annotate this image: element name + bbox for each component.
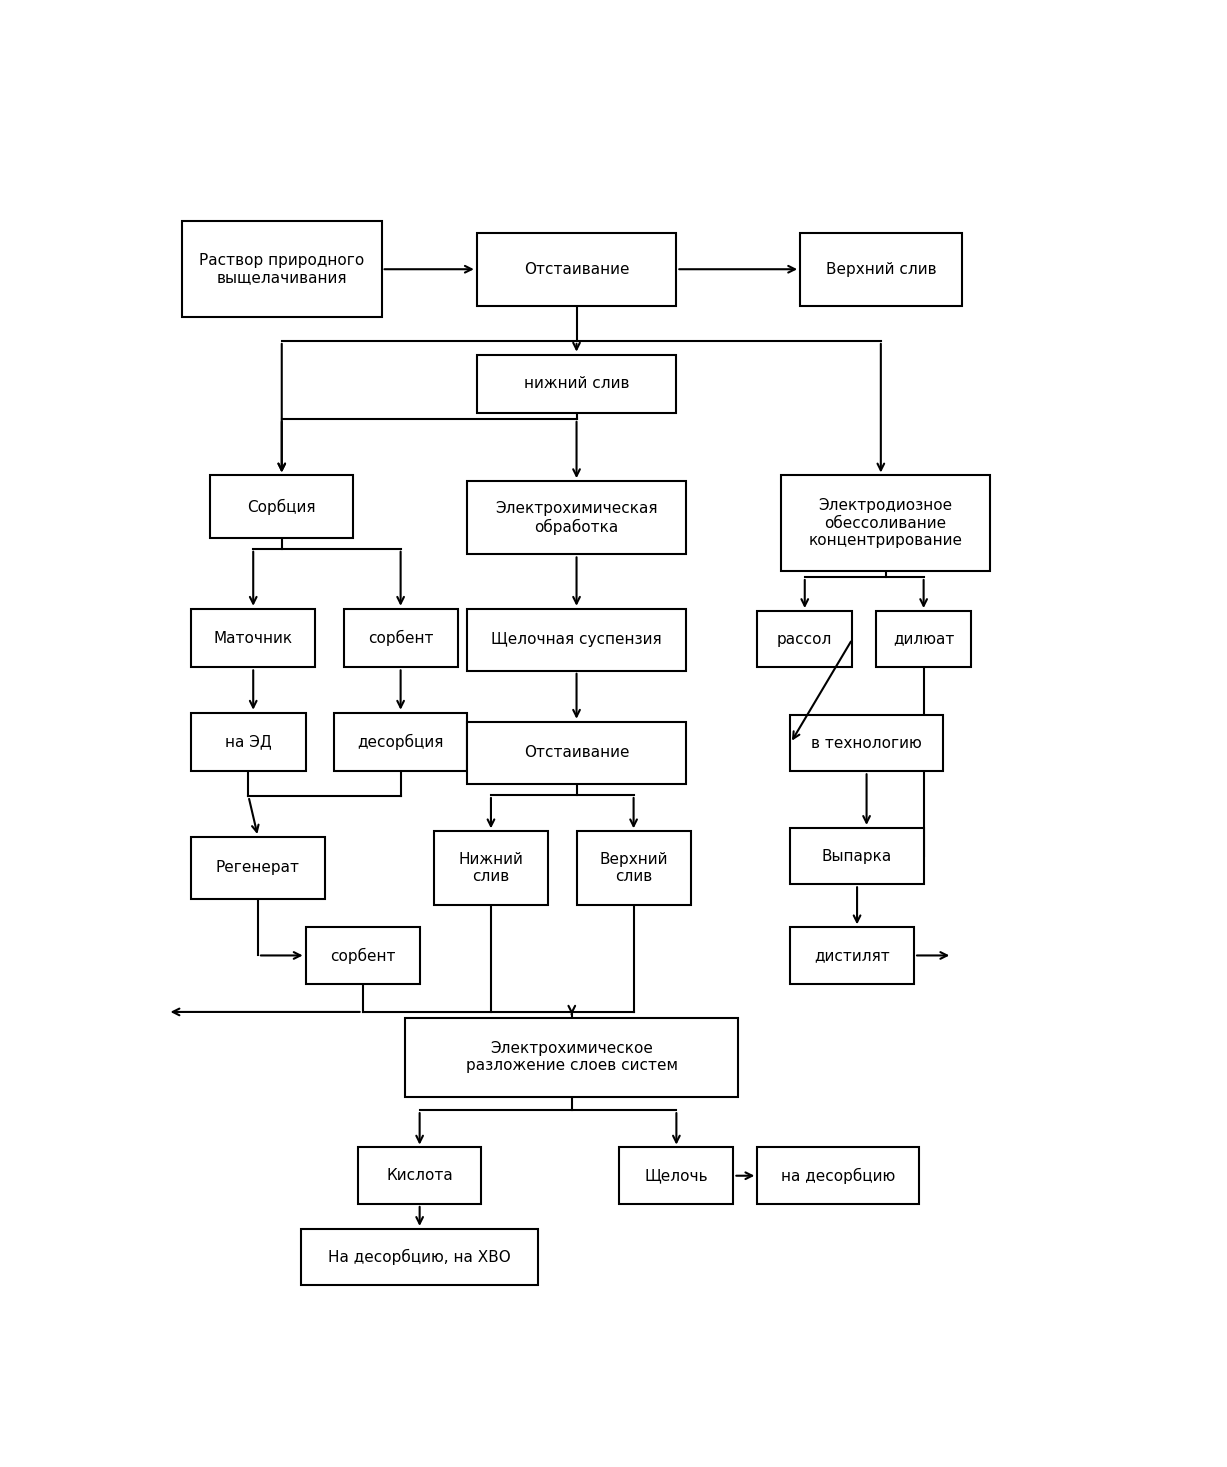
Text: дилюат: дилюат bbox=[893, 632, 955, 647]
FancyBboxPatch shape bbox=[790, 714, 942, 772]
Text: на десорбцию: на десорбцию bbox=[780, 1168, 896, 1184]
Text: Выпарка: Выпарка bbox=[822, 848, 892, 864]
FancyBboxPatch shape bbox=[790, 927, 914, 984]
FancyBboxPatch shape bbox=[191, 713, 306, 772]
Text: Щелочная суспензия: Щелочная суспензия bbox=[491, 632, 661, 647]
Text: Раствор природного
выщелачивания: Раствор природного выщелачивания bbox=[199, 252, 364, 286]
Text: сорбент: сорбент bbox=[330, 948, 395, 964]
FancyBboxPatch shape bbox=[577, 832, 691, 905]
Text: Верхний
слив: Верхний слив bbox=[599, 852, 667, 885]
Text: десорбция: десорбция bbox=[357, 734, 444, 750]
FancyBboxPatch shape bbox=[182, 222, 382, 317]
FancyBboxPatch shape bbox=[757, 1147, 919, 1204]
FancyBboxPatch shape bbox=[476, 233, 676, 307]
FancyBboxPatch shape bbox=[191, 836, 324, 899]
Text: нижний слив: нижний слив bbox=[524, 377, 629, 392]
FancyBboxPatch shape bbox=[620, 1147, 734, 1204]
FancyBboxPatch shape bbox=[405, 1018, 739, 1097]
Text: Электрохимическая
обработка: Электрохимическая обработка bbox=[496, 500, 658, 534]
FancyBboxPatch shape bbox=[467, 722, 686, 783]
FancyBboxPatch shape bbox=[301, 1229, 539, 1285]
FancyBboxPatch shape bbox=[306, 927, 420, 984]
Text: Отстаивание: Отстаивание bbox=[524, 745, 629, 760]
Text: сорбент: сорбент bbox=[368, 629, 433, 645]
Text: рассол: рассол bbox=[777, 632, 832, 647]
FancyBboxPatch shape bbox=[757, 610, 853, 667]
Text: Щелочь: Щелочь bbox=[644, 1168, 708, 1184]
Text: На десорбцию, на ХВО: На десорбцию, на ХВО bbox=[329, 1248, 510, 1265]
Text: Кислота: Кислота bbox=[387, 1168, 453, 1184]
FancyBboxPatch shape bbox=[191, 609, 315, 667]
FancyBboxPatch shape bbox=[780, 475, 990, 571]
Text: Отстаивание: Отстаивание bbox=[524, 261, 629, 277]
FancyBboxPatch shape bbox=[334, 713, 467, 772]
Text: Сорбция: Сорбция bbox=[248, 499, 317, 515]
Text: Маточник: Маточник bbox=[213, 631, 293, 645]
FancyBboxPatch shape bbox=[344, 609, 458, 667]
FancyBboxPatch shape bbox=[211, 475, 353, 537]
Text: Электрохимическое
разложение слоев систем: Электрохимическое разложение слоев систе… bbox=[466, 1042, 677, 1074]
Text: Верхний слив: Верхний слив bbox=[826, 261, 936, 277]
Text: Регенерат: Регенерат bbox=[216, 861, 299, 876]
FancyBboxPatch shape bbox=[358, 1147, 481, 1204]
FancyBboxPatch shape bbox=[476, 355, 676, 414]
Text: дистилят: дистилят bbox=[815, 948, 890, 962]
FancyBboxPatch shape bbox=[467, 481, 686, 555]
Text: Электродиозное
обессоливание
концентрирование: Электродиозное обессоливание концентриро… bbox=[809, 499, 963, 549]
Text: в технологию: в технологию bbox=[811, 735, 921, 751]
Text: на ЭД: на ЭД bbox=[225, 735, 272, 750]
FancyBboxPatch shape bbox=[800, 233, 962, 307]
FancyBboxPatch shape bbox=[790, 827, 924, 885]
Text: Нижний
слив: Нижний слив bbox=[459, 852, 524, 885]
FancyBboxPatch shape bbox=[467, 609, 686, 670]
FancyBboxPatch shape bbox=[434, 832, 548, 905]
FancyBboxPatch shape bbox=[876, 610, 971, 667]
